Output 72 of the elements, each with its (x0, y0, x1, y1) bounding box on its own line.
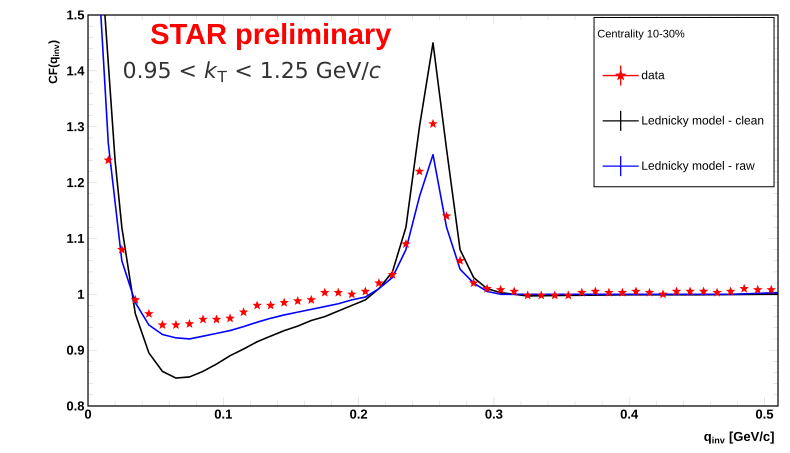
point (658, 289, 668, 298)
point (238, 307, 248, 316)
point (685, 286, 695, 296)
point (468, 278, 478, 288)
point (320, 288, 330, 297)
y-tick-label: 1.2 (67, 178, 84, 188)
point (252, 300, 262, 310)
y-tick-label: 0.9 (66, 346, 84, 355)
x-tick-label: 0.2 (350, 410, 368, 419)
point (306, 294, 316, 304)
point (279, 298, 289, 307)
point (712, 288, 722, 297)
point (184, 318, 194, 328)
point (590, 286, 600, 296)
point (698, 286, 708, 296)
point (522, 290, 532, 300)
point (536, 290, 546, 300)
y-tick-label: 1.1 (67, 234, 84, 243)
point (158, 320, 168, 330)
point (374, 278, 384, 288)
point (360, 286, 370, 296)
point (266, 300, 276, 310)
y-tick-label: 1.3 (67, 122, 84, 132)
point (292, 296, 302, 306)
point (631, 286, 641, 296)
point (428, 118, 438, 128)
legend-label: Lednicky model - raw (642, 161, 755, 172)
point (414, 166, 424, 176)
y-tick-label: 1.4 (67, 66, 84, 76)
point (104, 155, 114, 164)
annotation: 0.95 < k$_{T}$ < 1.25 GeV/c (124, 61, 381, 82)
legend-label: data (642, 70, 665, 80)
y-tick-label: 0.8 (66, 401, 84, 411)
point (496, 284, 506, 294)
point (604, 288, 614, 297)
point (564, 290, 574, 300)
point (726, 286, 736, 296)
x-tick-label: 0.3 (485, 410, 502, 419)
point (334, 288, 344, 297)
x-tick-label: 0.4 (620, 410, 638, 419)
point (442, 211, 452, 220)
point (212, 314, 222, 324)
point (455, 256, 465, 265)
point (117, 244, 127, 254)
x-tick-label: 0.1 (214, 410, 232, 419)
point (644, 288, 654, 297)
point (482, 284, 492, 293)
point (672, 286, 682, 296)
x-axis-title: q$_{inv}$ [GeV/c] (704, 432, 774, 444)
point (388, 270, 398, 279)
point (171, 320, 181, 330)
point (752, 284, 762, 294)
x-tick-label: 0.5 (756, 410, 774, 419)
point (144, 308, 154, 318)
point (225, 313, 235, 322)
y-tick-label: 1.5 (67, 10, 84, 20)
legend-title: Centrality 10-30% (598, 29, 684, 40)
point (577, 288, 587, 297)
point (550, 290, 560, 300)
point (618, 288, 628, 297)
x-tick-label: 0 (84, 410, 92, 419)
y-tick-label: 1 (78, 290, 84, 299)
point (198, 314, 208, 324)
annotation: STAR preliminary (151, 22, 392, 50)
point (739, 284, 749, 293)
y-axis-title: CF(q$_{inv}$) (48, 40, 60, 84)
point (401, 239, 411, 248)
point (347, 289, 357, 298)
point (130, 294, 140, 304)
point (509, 286, 519, 296)
legend-label: Lednicky model - clean (642, 116, 764, 127)
point (766, 284, 776, 294)
